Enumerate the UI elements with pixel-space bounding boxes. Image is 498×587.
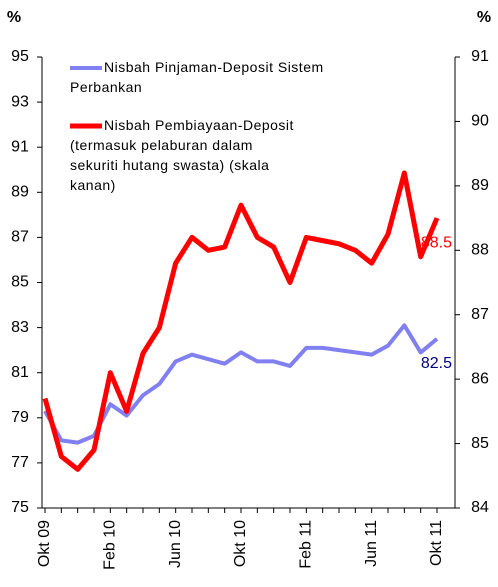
x-tick-label: Okt 11: [428, 520, 445, 566]
x-tick-label: Jun 10: [167, 520, 184, 568]
legend-line: kanan): [70, 177, 116, 193]
y-tick-label: 91: [11, 138, 29, 155]
y2-tick-label: 87: [471, 306, 489, 323]
y2-unit: %: [477, 9, 491, 26]
y2-tick-label: 86: [471, 370, 489, 387]
legend-label: Nisbah Pembiayaan-Deposit (termasuk pelab…: [70, 117, 294, 193]
series-line: [43, 323, 439, 445]
y-unit: %: [7, 9, 21, 26]
y-tick-label: 77: [11, 454, 29, 471]
x-tick-label: Jun 11: [363, 520, 380, 567]
y-tick-label: 93: [11, 93, 29, 110]
y-tick-label: 83: [11, 319, 29, 336]
y-tick-label: 81: [11, 364, 29, 381]
x-tick-label: Okt 09: [36, 520, 53, 567]
x-tick-label: Feb 11: [298, 520, 315, 569]
x-tick-label: Feb 10: [102, 520, 119, 570]
y-tick-label: 95: [11, 48, 29, 65]
y2-tick-label: 85: [471, 435, 489, 452]
y-tick-label: 79: [11, 409, 29, 426]
y-tick-label: 89: [11, 184, 29, 201]
y-tick-label: 87: [11, 229, 29, 246]
series-line: [42, 170, 440, 472]
legend-line: (termasuk pelaburan dalam: [70, 137, 253, 153]
legend-label: Nisbah Pinjaman-Deposit Sistem Perbankan: [70, 59, 324, 95]
end-label: 82.5: [421, 355, 452, 372]
legend-line: sekuriti hutang swasta) (skala: [70, 157, 269, 173]
legend-line: Perbankan: [70, 79, 142, 95]
y2-tick-label: 91: [471, 48, 489, 65]
y-tick-label: 75: [11, 499, 29, 516]
end-label: 88.5: [421, 234, 452, 251]
y2-tick-label: 88: [471, 242, 489, 259]
y2-tick-label: 89: [471, 177, 489, 194]
legend-line: Nisbah Pembiayaan-Deposit: [104, 117, 294, 133]
y2-tick-label: 90: [471, 113, 489, 130]
legend-line: Nisbah Pinjaman-Deposit Sistem: [104, 59, 324, 75]
y2-tick-label: 84: [471, 499, 489, 516]
x-tick-label: Okt 10: [232, 520, 249, 567]
y-tick-label: 85: [11, 274, 29, 291]
